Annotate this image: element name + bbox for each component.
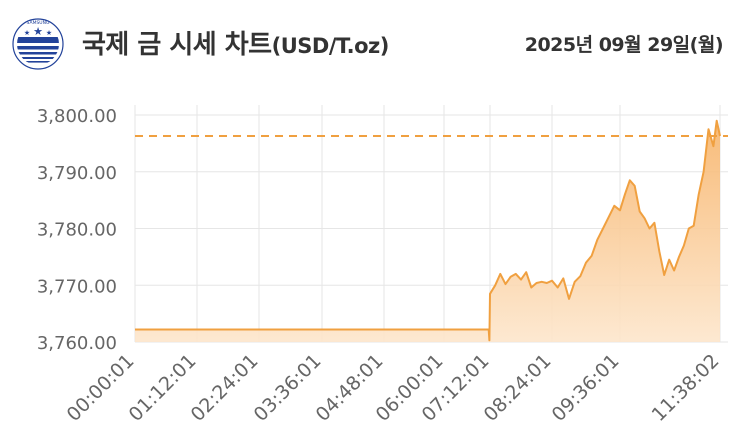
x-tick-label: 11:38:02 — [648, 350, 724, 426]
y-tick-label: 3,770.00 — [37, 276, 117, 297]
svg-text:SAMSUNG: SAMSUNG — [27, 20, 50, 26]
x-tick-label: 08:24:01 — [480, 350, 556, 426]
y-tick-label: 3,780.00 — [37, 220, 117, 241]
y-tick-label: 3,760.00 — [37, 333, 117, 354]
price-line — [135, 119, 721, 342]
samsung-futures-logo-icon: ★ ★ ★ SAMSUNG — [12, 18, 64, 70]
svg-text:★: ★ — [46, 29, 52, 37]
chart-date: 2025년 09월 29일(월) — [524, 34, 724, 56]
title-unit: (USD/T.oz) — [271, 34, 390, 58]
price-area-fill — [135, 120, 720, 342]
y-tick-label: 3,790.00 — [37, 163, 117, 184]
x-tick-label: 00:00:01 — [63, 350, 139, 426]
x-tick-label: 03:36:01 — [250, 350, 326, 426]
x-tick-label: 09:36:01 — [548, 350, 624, 426]
x-axis-labels: 00:00:0101:12:0102:24:0103:36:0104:48:01… — [63, 350, 724, 426]
x-tick-label: 01:12:01 — [125, 350, 201, 426]
title-text: 국제 금 시세 차트 — [82, 30, 272, 60]
svg-text:★: ★ — [33, 25, 43, 38]
page-title: 국제 금 시세 차트(USD/T.oz) — [82, 24, 389, 61]
y-tick-label: 3,800.00 — [37, 106, 117, 127]
chart-header: ★ ★ ★ SAMSUNG 국제 금 시세 차트(USD/T.oz) 2025년… — [0, 0, 743, 80]
x-tick-label: 02:24:01 — [187, 350, 263, 426]
y-axis-labels: 3,800.00 3,790.00 3,780.00 3,770.00 3,760.00 — [37, 106, 117, 354]
svg-text:★: ★ — [24, 29, 30, 37]
